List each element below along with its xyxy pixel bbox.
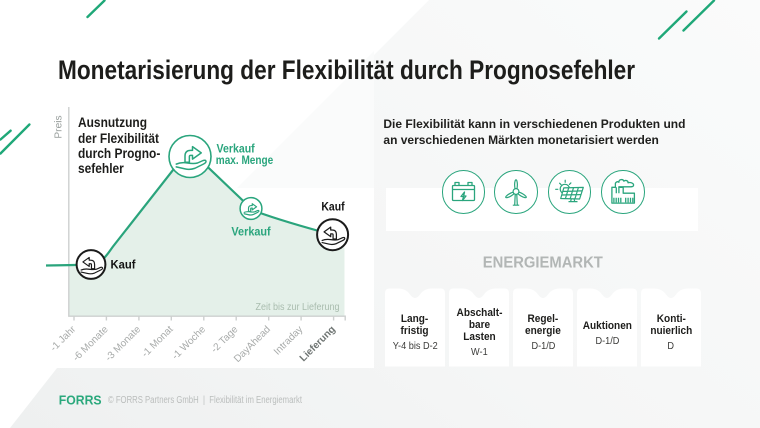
svg-text:© FORRS Partners GmbH | Flex: © FORRS Partners GmbH | Flexibilität im … bbox=[108, 395, 302, 406]
svg-text:Verkauf: Verkauf bbox=[217, 142, 256, 156]
svg-text:Verkauf: Verkauf bbox=[231, 225, 271, 239]
svg-text:ENERGIEMARKT: ENERGIEMARKT bbox=[483, 255, 603, 272]
svg-text:Kauf: Kauf bbox=[321, 200, 345, 214]
svg-text:Preis: Preis bbox=[53, 115, 64, 138]
svg-text:max. Menge: max. Menge bbox=[216, 153, 274, 167]
svg-text:FORRS: FORRS bbox=[59, 392, 102, 407]
svg-text:Kauf: Kauf bbox=[111, 257, 137, 271]
svg-text:Zeit bis zur Lieferung: Zeit bis zur Lieferung bbox=[256, 301, 340, 313]
